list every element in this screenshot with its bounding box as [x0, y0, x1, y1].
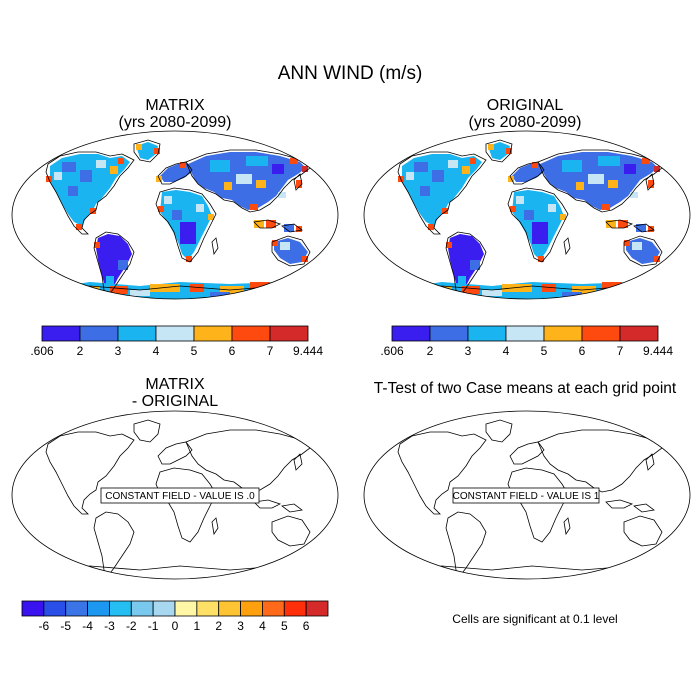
colorbar-matrix-tick-label: 7	[267, 344, 274, 358]
panel-ttest-map	[363, 410, 691, 580]
colorbar-original-tick-label: 4	[503, 344, 510, 358]
main-title: ANN WIND (m/s)	[277, 63, 423, 84]
panel-original-title-line2: (yrs 2080-2099)	[468, 114, 582, 131]
colorbar-matrix-tick-label: .606	[30, 344, 54, 358]
colorbar-difference-swatch	[109, 600, 132, 617]
colorbar-matrix-tick-label: 3	[115, 344, 122, 358]
colorbar-difference-tick-label: 0	[172, 619, 179, 633]
colorbar-difference-swatch	[152, 600, 176, 617]
colorbar-original-swatch	[543, 325, 583, 342]
colorbar-difference-tick-label: -1	[148, 619, 159, 633]
panel-matrix-title-line2: (yrs 2080-2099)	[118, 114, 232, 131]
colorbar-difference-tick-label: -2	[126, 619, 137, 633]
colorbar-original-tick-label: 6	[579, 344, 586, 358]
colorbar-original-swatch	[581, 325, 621, 342]
colorbar-original-tick-label: 7	[617, 344, 624, 358]
colorbar-original-tick-label: .606	[380, 344, 404, 358]
colorbar-original-tick-label: 9.444	[643, 344, 673, 358]
colorbar-original-tick-label: 3	[465, 344, 472, 358]
constant-label-ttest: CONSTANT FIELD - VALUE IS 1	[452, 487, 600, 504]
colorbar-original: .606 2 3 4 5 6 7 9.444	[380, 325, 673, 358]
colorbar-matrix-swatch	[41, 325, 81, 342]
colorbar-matrix-swatch	[231, 325, 271, 342]
panel-difference-title-line2: - ORIGINAL	[131, 393, 219, 410]
panel-matrix-map	[11, 130, 339, 300]
colorbar-matrix-swatch	[117, 325, 157, 342]
colorbar-difference-tick-label: 3	[237, 619, 244, 633]
colorbar-difference: -6 -5 -4 -3 -2 -1 0 1 2 3 4 5 6	[21, 600, 329, 633]
colorbar-matrix-tick-label: 2	[77, 344, 84, 358]
colorbar-difference-swatch	[283, 600, 307, 617]
colorbar-difference-tick-label: 2	[215, 619, 222, 633]
panel-difference-title-line1: MATRIX	[145, 376, 205, 393]
panel-matrix-title-line1: MATRIX	[145, 97, 205, 114]
panel-difference-map	[11, 410, 339, 580]
colorbar-original-swatch	[429, 325, 469, 342]
colorbar-difference-tick-label: -4	[82, 619, 93, 633]
colorbar-original-swatch	[505, 325, 545, 342]
colorbar-difference-swatch	[262, 600, 285, 617]
colorbar-difference-tick-label: 5	[281, 619, 288, 633]
colorbar-difference-swatch	[305, 600, 329, 617]
colorbar-original-swatch	[391, 325, 431, 342]
colorbar-difference-swatch	[196, 600, 220, 617]
colorbar-matrix-tick-label: 5	[191, 344, 198, 358]
panel-ttest-title: T-Test of two Case means at each grid po…	[373, 380, 677, 397]
colorbar-difference-tick-label: 4	[259, 619, 266, 633]
colorbar-difference-swatch	[218, 600, 241, 617]
panel-difference-title: MATRIX - ORIGINAL	[80, 376, 270, 410]
colorbar-difference-tick-label: 1	[194, 619, 201, 633]
colorbar-difference-swatch	[43, 600, 67, 617]
constant-text-difference: CONSTANT FIELD - VALUE IS .0	[105, 491, 255, 502]
significance-note: Cells are significant at 0.1 level	[452, 612, 618, 626]
colorbar-difference-swatch	[240, 600, 263, 617]
constant-label-difference: CONSTANT FIELD - VALUE IS .0	[100, 487, 260, 504]
colorbar-difference-swatch	[21, 600, 45, 617]
colorbar-original-tick-label: 2	[427, 344, 434, 358]
panel-original-title: ORIGINAL (yrs 2080-2099)	[430, 97, 620, 131]
panel-original-title-line1: ORIGINAL	[486, 97, 564, 114]
colorbar-difference-swatch	[174, 600, 198, 617]
colorbar-difference-tick-label: 6	[303, 619, 310, 633]
colorbar-difference-tick-label: -6	[39, 619, 50, 633]
colorbar-matrix-tick-label: 4	[153, 344, 160, 358]
colorbar-matrix: .606 2 3 4 5 6 7 9.444	[30, 325, 323, 358]
panel-matrix-title: MATRIX (yrs 2080-2099)	[80, 97, 270, 131]
colorbar-difference-swatch	[65, 600, 88, 617]
constant-text-ttest: CONSTANT FIELD - VALUE IS 1	[453, 491, 600, 502]
colorbar-matrix-swatch	[193, 325, 233, 342]
colorbar-difference-tick-label: -5	[60, 619, 71, 633]
colorbar-matrix-swatch	[155, 325, 195, 342]
colorbar-matrix-swatch	[79, 325, 119, 342]
colorbar-difference-swatch	[130, 600, 154, 617]
colorbar-original-swatch	[619, 325, 659, 342]
colorbar-original-tick-label: 5	[541, 344, 548, 358]
colorbar-matrix-tick-label: 9.444	[293, 344, 323, 358]
panel-original-map	[363, 130, 691, 300]
colorbar-difference-tick-label: -3	[104, 619, 115, 633]
colorbar-original-swatch	[467, 325, 507, 342]
colorbar-matrix-tick-label: 6	[229, 344, 236, 358]
colorbar-matrix-swatch	[269, 325, 309, 342]
colorbar-difference-swatch	[87, 600, 110, 617]
